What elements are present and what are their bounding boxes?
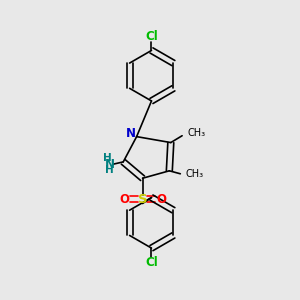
Text: H: H [106, 165, 114, 175]
Text: O: O [119, 193, 129, 206]
Text: N: N [126, 127, 136, 140]
Text: CH₃: CH₃ [187, 128, 205, 138]
Text: N: N [105, 158, 115, 171]
Text: Cl: Cl [145, 256, 158, 269]
Text: O: O [156, 193, 166, 206]
Text: CH₃: CH₃ [185, 169, 203, 179]
Text: H: H [103, 153, 111, 163]
Text: Cl: Cl [145, 30, 158, 43]
Text: S: S [138, 193, 147, 206]
